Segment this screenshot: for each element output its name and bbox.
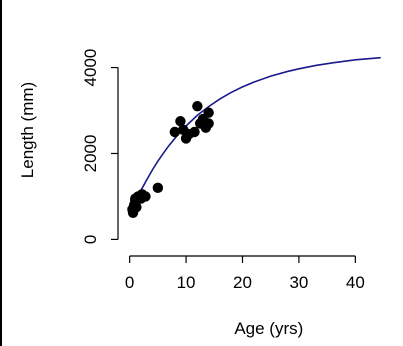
fitted-growth-curve xyxy=(131,56,381,208)
data-point xyxy=(189,126,200,138)
data-point xyxy=(140,191,151,202)
x-tick-label: 30 xyxy=(289,273,308,292)
y-tick-label: 4000 xyxy=(81,49,100,87)
data-points xyxy=(127,101,214,218)
x-axis-label: Age (yrs) xyxy=(234,319,303,338)
x-tick-label: 0 xyxy=(125,273,134,292)
data-point xyxy=(175,116,186,127)
data-point xyxy=(203,107,214,118)
data-point xyxy=(152,182,164,194)
x-tick-label: 40 xyxy=(346,273,365,292)
axes xyxy=(117,67,356,257)
y-tick-label: 2000 xyxy=(81,135,100,173)
y-tick-label: 0 xyxy=(81,235,100,244)
ticks: 0 2000 4000 0 10 20 30 40 xyxy=(81,49,365,292)
y-axis-label: Length (mm) xyxy=(18,82,37,178)
x-tick-label: 10 xyxy=(177,273,196,292)
x-tick-label: 20 xyxy=(233,273,252,292)
data-point xyxy=(192,101,203,112)
data-point xyxy=(169,126,180,138)
data-point xyxy=(203,118,214,129)
data-point xyxy=(131,201,142,213)
frame-border xyxy=(0,0,2,346)
